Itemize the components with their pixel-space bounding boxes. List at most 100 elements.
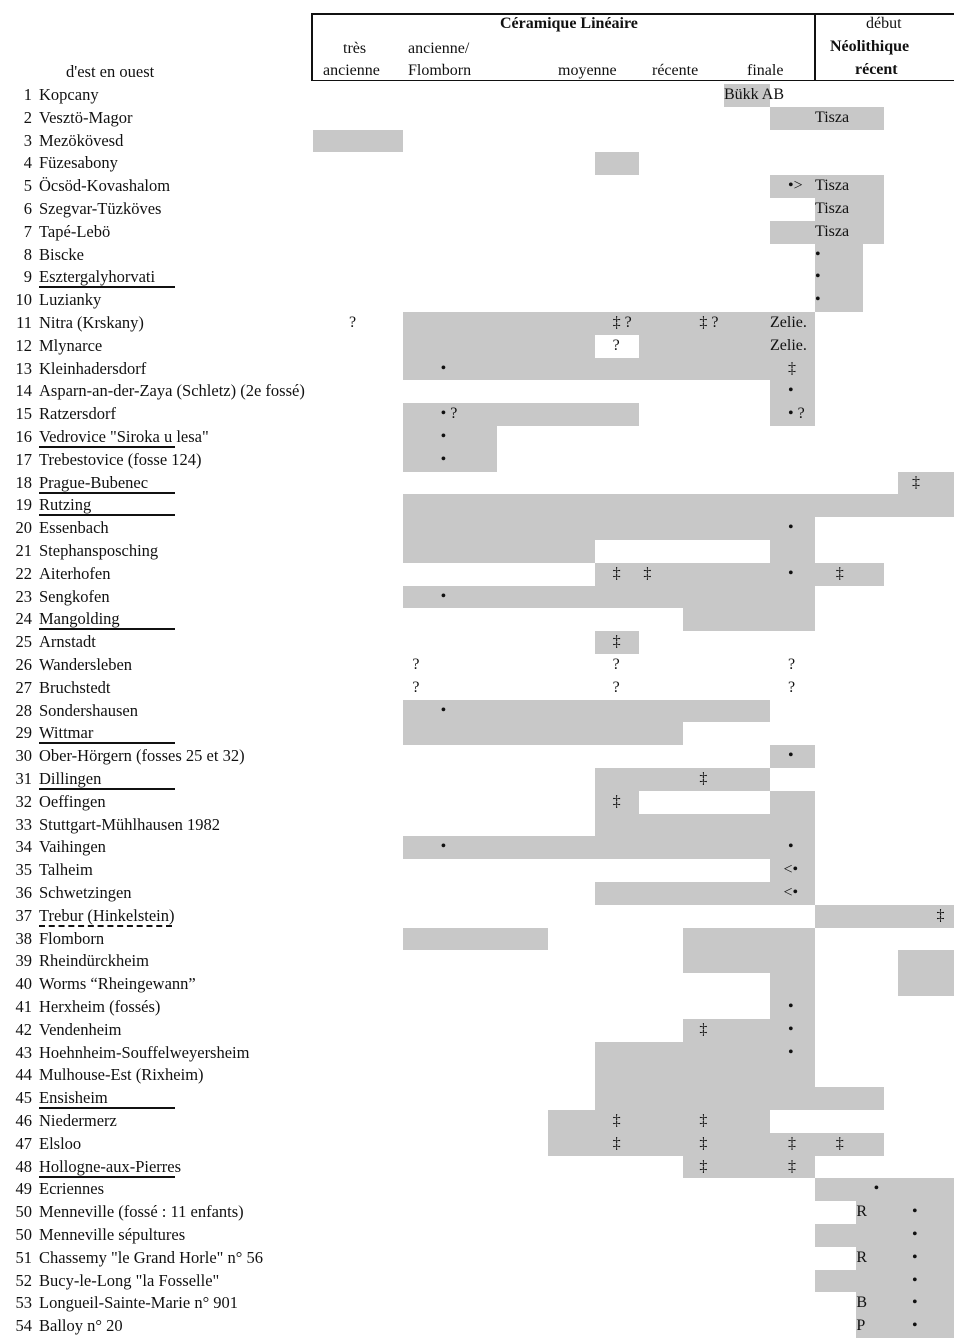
site-name: Füzesabony [39,153,118,173]
row-number: 24 [15,609,33,629]
cell-mark: • [440,428,447,445]
table-row: 17 Trebestovice (fosse 124) • [0,448,954,472]
cell-mark: • [873,1180,880,1198]
table-row: 40 Worms “Rheingewann” [0,973,954,996]
site-name: Kleinhadersdorf [39,358,147,378]
table-row: 3 Mezökövesd [0,129,954,153]
header-frame-left [311,13,313,81]
cell-mark: • ? [788,405,805,423]
table-row: 43 Hoehnheim-Souffelweyersheim • [0,1041,954,1065]
site-name: Rheindürckheim [39,951,149,971]
site-name: Essenbach [39,518,109,538]
site-name: Menneville sépultures [39,1225,186,1244]
row-number: 28 [15,700,33,720]
period-shading [403,540,595,563]
row-number: 50 [15,1202,33,1222]
period-shading [595,1087,884,1110]
cell-mark: Zelie. [770,336,807,354]
cell-mark: ‡ [912,473,920,491]
header-frame-divider [814,13,816,81]
period-shading [595,813,815,837]
cell-mark: • [788,1043,794,1061]
site-name: Mezökövesd [39,130,124,150]
col-ancienne-flomborn-line2: Flomborn [408,62,472,79]
cell-mark: ‡ ? [699,314,719,331]
cell-mark: ‡ [643,564,652,582]
period-shading [815,243,864,267]
row-number: 5 [23,176,32,196]
table-row: 45 Ensisheim [0,1087,954,1110]
cell-mark: • [440,359,447,377]
cell-mark: ? [349,314,357,331]
row-number: 46 [15,1111,33,1130]
cell-mark: ‡ [699,1020,708,1038]
site-name: Stephansposching [39,541,159,560]
row-number: 53 [15,1293,33,1313]
period-shading [815,904,954,928]
period-shading [683,608,815,632]
header-frame-bottom [312,80,954,81]
period-shading [403,403,639,426]
table-row: 41 Herxheim (fossés) • [0,996,954,1019]
period-shading [683,927,815,951]
cell-mark: Zelie. [770,314,807,331]
site-name: Niedermerz [39,1111,117,1130]
row-number: 20 [15,518,33,538]
site-name: Vaihingen [39,837,106,857]
cell-mark: ‡ [788,1134,796,1152]
period-shading [770,973,815,996]
row-number: 17 [15,449,33,469]
cell-mark: Tisza [815,200,850,217]
table-row: 39 Rheindürckheim [0,950,954,974]
row-number: 42 [15,1019,33,1039]
period-shading [639,334,815,358]
cell-mark: • [788,564,794,582]
period-shading [815,1178,954,1202]
col-finale: finale [747,62,784,79]
table-row: 15 Ratzersdorf • ? • ? [0,403,954,426]
cell-mark: Tisza [815,177,850,195]
table-row: 23 Sengkofen • [0,585,954,609]
period-shading [815,289,864,312]
site-name: Trebur (Hinkelstein) [39,905,175,927]
table-row: 13 Kleinhadersdorf • ‡ [0,357,954,381]
cell-mark: ‡ [612,1134,621,1152]
period-shading [898,973,954,996]
cell-mark: Bükk AB [724,86,785,103]
cell-mark: ‡ [788,359,796,377]
period-shading [595,768,770,791]
table-row: 33 Stuttgart-Mühlhausen 1982 [0,813,954,837]
period-shading [856,1292,954,1316]
site-name: Vedrovice "Siroka u lesa" [39,427,209,448]
row-number: 9 [23,267,32,287]
site-name: Dillingen [39,769,176,790]
row-number: 31 [15,769,33,788]
table-row: 52 Bucy-le-Long "la Fosselle" • [0,1269,954,1293]
cell-mark: <• [783,861,799,879]
site-name: Szegvar-Tüzköves [39,199,162,218]
cell-mark: Tisza [815,222,850,240]
period-shading [856,1201,954,1224]
cell-mark: R [856,1248,868,1266]
site-name: Menneville (fossé : 11 enfants) [39,1202,244,1222]
period-shading [856,1246,954,1270]
period-shading [770,745,815,768]
table-row: 47 Elsloo ‡ ‡ ‡ ‡ [0,1132,954,1156]
row-number: 45 [15,1088,33,1108]
order-label: d'est en ouest [66,62,155,81]
row-number: 23 [15,586,33,606]
site-name: Elsloo [39,1133,82,1153]
table-row: 22 Aiterhofen ‡ ‡ • ‡ [0,562,954,586]
period-shading [595,1064,815,1088]
site-name: Ratzersdorf [39,404,116,424]
row-number: 52 [15,1270,33,1290]
cell-mark: ‡ [612,564,621,582]
cell-mark: ‡ [612,633,621,651]
cell-mark: • [440,838,447,856]
site-name: Arnstadt [39,632,96,652]
row-number: 16 [15,427,33,446]
table-row: 20 Essenbach • [0,517,954,540]
period-shading [403,334,595,358]
row-number: 36 [15,883,33,902]
table-row: 19 Rutzing [0,494,954,518]
